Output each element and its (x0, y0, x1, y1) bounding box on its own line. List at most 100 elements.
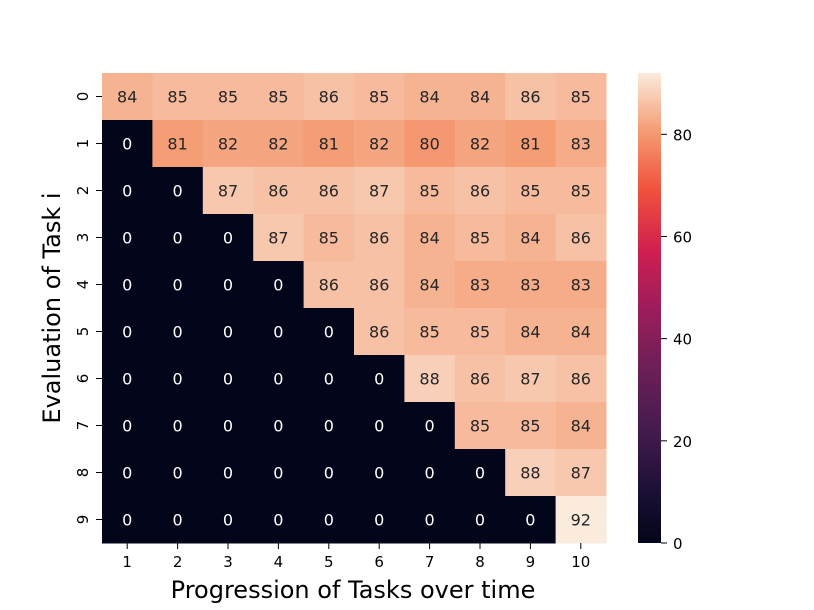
cell-value-label: 0 (122, 323, 132, 342)
cell-value-label: 87 (369, 182, 389, 201)
heatmap-cell (354, 261, 405, 309)
cell-value-label: 80 (419, 135, 439, 154)
heatmap-cell (152, 261, 204, 309)
cell-value-label: 0 (122, 464, 132, 483)
heatmap-cell (555, 449, 607, 497)
cell-value-label: 0 (273, 276, 283, 295)
cell-value-label: 82 (369, 135, 389, 154)
heatmap-cell (354, 402, 405, 450)
heatmap-cell (555, 402, 607, 450)
heatmap-cell (505, 496, 557, 544)
cell-value-label: 82 (470, 135, 490, 154)
heatmap-cell (404, 308, 456, 356)
heatmap-cell (454, 120, 506, 168)
heatmap-cell (555, 73, 607, 121)
x-tick-label: 5 (324, 553, 334, 571)
cell-value-label: 85 (319, 229, 339, 248)
cell-value-label: 82 (268, 135, 288, 154)
heatmap-cell (454, 355, 506, 403)
heatmap-cell (152, 402, 204, 450)
heatmap-cell (152, 167, 204, 215)
heatmap-cell (253, 167, 305, 215)
cell-value-label: 0 (173, 276, 183, 295)
cell-value-label: 0 (173, 464, 183, 483)
cell-value-label: 83 (571, 135, 591, 154)
heatmap-cell (152, 355, 204, 403)
heatmap-cell (454, 73, 506, 121)
cell-value-label: 85 (419, 182, 439, 201)
cell-value-label: 0 (273, 464, 283, 483)
heatmap-cell (152, 214, 204, 262)
cell-value-label: 82 (218, 135, 238, 154)
cell-value-label: 81 (319, 135, 339, 154)
heatmap-cell (102, 261, 153, 309)
cell-value-label: 86 (319, 182, 339, 201)
heatmap-cell (505, 308, 557, 356)
cell-value-label: 0 (122, 511, 132, 530)
cell-value-label: 86 (571, 229, 591, 248)
cell-value-label: 0 (475, 464, 485, 483)
cell-value-label: 0 (122, 276, 132, 295)
x-tick-label: 3 (223, 553, 233, 571)
colorbar-tick-label: 40 (673, 331, 692, 349)
heatmap-cell (404, 496, 456, 544)
cell-value-label: 0 (324, 417, 334, 436)
cell-value-label: 85 (167, 88, 187, 107)
cell-value-label: 84 (419, 229, 439, 248)
heatmap-cell (505, 402, 557, 450)
cell-value-label: 86 (268, 182, 288, 201)
heatmap-cell (253, 402, 305, 450)
cell-value-label: 0 (223, 464, 233, 483)
cell-value-label: 0 (173, 182, 183, 201)
cell-value-label: 0 (223, 276, 233, 295)
heatmap-cell (202, 214, 254, 262)
heatmap-cell (505, 214, 557, 262)
cell-value-label: 0 (324, 370, 334, 389)
cell-value-label: 85 (571, 182, 591, 201)
cell-value-label: 86 (319, 88, 339, 107)
heatmap-cell (555, 496, 607, 544)
heatmap-cell (303, 355, 355, 403)
cell-value-label: 85 (470, 229, 490, 248)
heatmap-cell (102, 73, 153, 121)
heatmap-cell (152, 73, 204, 121)
cell-value-label: 84 (571, 417, 591, 436)
cell-value-label: 86 (369, 276, 389, 295)
heatmap-cell (303, 308, 355, 356)
heatmap-cell (505, 120, 557, 168)
cell-value-label: 85 (268, 88, 288, 107)
cell-value-label: 0 (223, 229, 233, 248)
cell-value-label: 0 (425, 511, 435, 530)
cell-value-label: 0 (122, 135, 132, 154)
colorbar-gradient (638, 73, 661, 543)
x-tick-label: 9 (526, 553, 536, 571)
heatmap-cell (102, 214, 153, 262)
heatmap-cell (102, 496, 153, 544)
heatmap-cell (454, 402, 506, 450)
cell-value-label: 0 (475, 511, 485, 530)
heatmap-cell (354, 120, 405, 168)
heatmap-cell (202, 402, 254, 450)
heatmap-cell (454, 214, 506, 262)
heatmap-cell (202, 73, 254, 121)
y-tick-label: 0 (74, 92, 92, 102)
heatmap-cell (152, 308, 204, 356)
cell-value-label: 85 (470, 323, 490, 342)
heatmap-cell (152, 120, 204, 168)
cell-value-label: 92 (571, 511, 591, 530)
heatmap-cell (505, 167, 557, 215)
cell-value-label: 87 (268, 229, 288, 248)
heatmap-cell (102, 120, 153, 168)
cell-value-label: 0 (525, 511, 535, 530)
cell-value-label: 81 (167, 135, 187, 154)
heatmap-cell (202, 261, 254, 309)
cell-value-label: 86 (369, 229, 389, 248)
heatmap-cell (555, 167, 607, 215)
heatmap-cell (202, 496, 254, 544)
x-tick-label: 2 (173, 553, 183, 571)
cell-value-label: 0 (122, 229, 132, 248)
x-tick-label: 1 (122, 553, 132, 571)
colorbar: 0 20 40 60 80 (638, 73, 692, 553)
cell-value-label: 0 (223, 417, 233, 436)
